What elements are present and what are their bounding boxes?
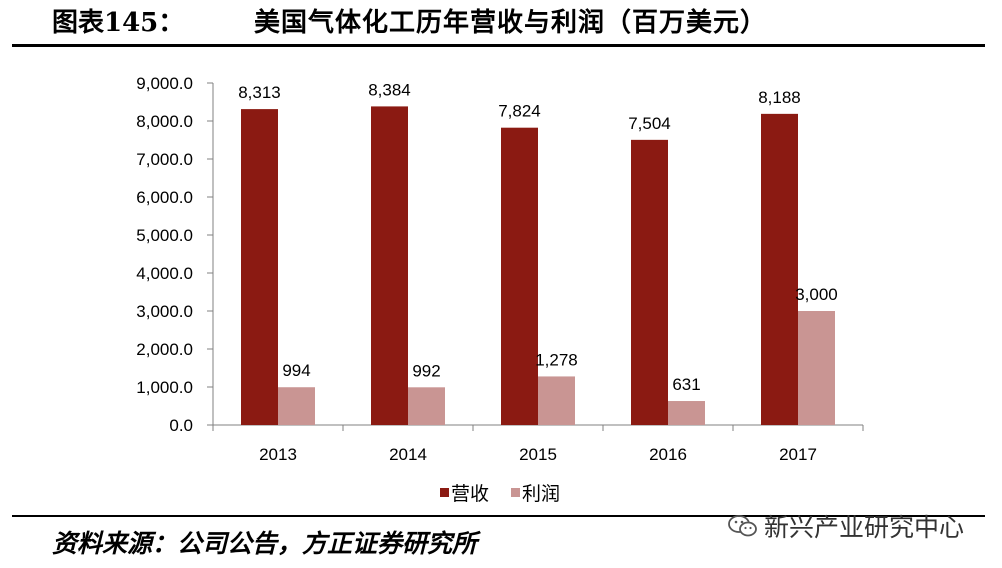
x-tick-label: 2015 (519, 445, 557, 464)
revenue-bar (371, 106, 408, 426)
y-tick-label: 5,000.0 (136, 226, 193, 245)
profit-bar (278, 387, 315, 425)
legend-label: 营收 (451, 483, 489, 505)
y-axis: 0.0 1,000.0 2,000.0 3,000.0 4,000.0 5,000.0 6,… (136, 74, 214, 435)
y-tick-label: 1,000.0 (136, 378, 193, 397)
data-label: 1,278 (535, 350, 578, 369)
y-tick-label: 7,000.0 (136, 150, 193, 169)
y-tick-label: 2,000.0 (136, 340, 193, 359)
x-tick-label: 2013 (259, 445, 297, 464)
legend-swatch (440, 488, 449, 497)
chart-title: 美国气体化工历年营收与利润（百万美元） (254, 8, 768, 38)
profit-bar (798, 311, 835, 425)
source-note: 资料来源：公司公告，方正证券研究所 (52, 529, 478, 558)
watermark: 新兴产业研究中心 (728, 508, 964, 544)
x-tick-label: 2016 (649, 445, 687, 464)
data-label: 631 (672, 375, 700, 394)
y-tick-label: 9,000.0 (136, 74, 193, 93)
x-tick-label: 2017 (779, 445, 817, 464)
figure-label: 图表145： (52, 8, 185, 38)
profit-bar (408, 387, 445, 425)
data-label: 994 (282, 361, 310, 380)
watermark-text: 新兴产业研究中心 (764, 513, 965, 542)
bottom-rule (12, 515, 985, 517)
bars: 8,313 8,384 7,824 7,504 8,188 994 992 1,278 631 3… (238, 80, 838, 426)
revenue-bar (761, 113, 798, 425)
revenue-bar (241, 109, 278, 425)
legend-label: 利润 (522, 483, 560, 505)
wechat-icon (728, 515, 757, 537)
y-tick-label: 4,000.0 (136, 264, 193, 283)
profit-bar (668, 401, 705, 425)
profit-bar (538, 376, 575, 425)
x-axis: 2013 2014 2015 2016 2017 (212, 424, 864, 464)
y-tick-label: 3,000.0 (136, 302, 193, 321)
y-tick-label: 0.0 (169, 416, 193, 435)
data-label: 8,384 (368, 80, 411, 99)
data-label: 8,313 (238, 83, 281, 102)
data-label: 3,000 (795, 285, 838, 304)
legend: 营收 利润 (440, 483, 560, 505)
y-tick-label: 8,000.0 (136, 112, 193, 131)
revenue-bar (501, 127, 538, 426)
top-rule (12, 44, 985, 47)
data-label: 8,188 (758, 88, 801, 107)
legend-swatch (511, 488, 520, 497)
data-label: 7,504 (628, 114, 671, 133)
data-label: 992 (412, 361, 440, 380)
y-tick-label: 6,000.0 (136, 188, 193, 207)
x-tick-label: 2014 (389, 445, 427, 464)
data-label: 7,824 (498, 102, 541, 121)
revenue-bar (631, 139, 668, 425)
